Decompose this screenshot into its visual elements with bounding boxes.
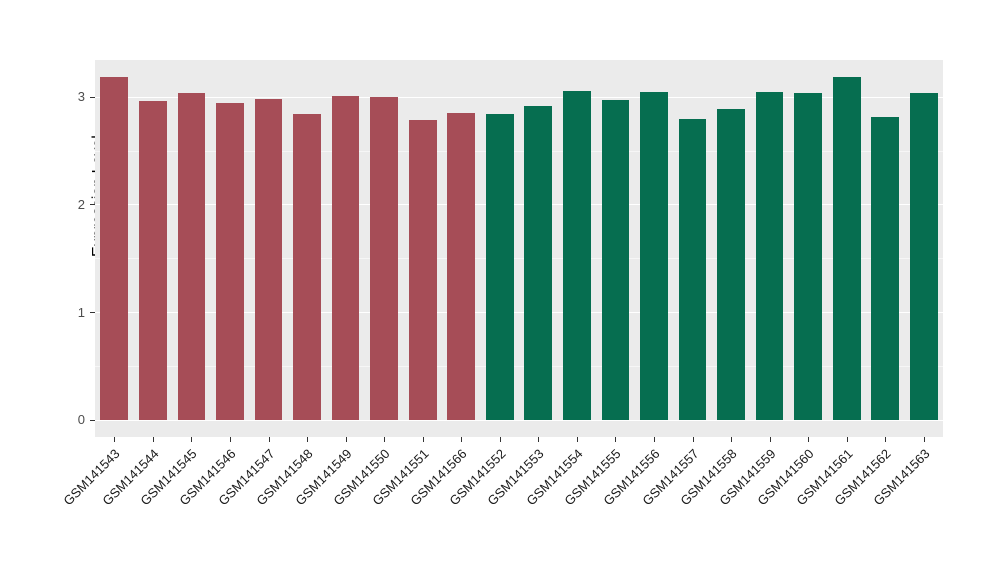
y-tick-label: 0: [77, 412, 85, 428]
bar: [293, 113, 321, 420]
x-tick-mark: [152, 437, 154, 442]
x-tick-mark: [576, 437, 578, 442]
x-tick-mark: [885, 437, 887, 442]
x-tick-mark: [846, 437, 848, 442]
x-tick-mark: [499, 437, 501, 442]
bar: [524, 106, 553, 420]
bar: [601, 99, 630, 420]
x-tick-mark: [653, 437, 655, 442]
y-tick-label: 1: [77, 304, 85, 320]
bar: [562, 91, 591, 420]
gridline-minor: [95, 365, 943, 367]
y-tick-label: 3: [77, 89, 85, 105]
x-tick-mark: [538, 437, 540, 442]
y-tick-mark: [90, 204, 95, 206]
x-tick-mark: [615, 437, 617, 442]
y-tick-mark: [90, 312, 95, 314]
x-tick-mark: [422, 437, 424, 442]
x-tick-mark: [114, 437, 116, 442]
x-tick-mark: [461, 437, 463, 442]
bar: [138, 100, 167, 420]
bar: [755, 92, 784, 420]
x-tick-mark: [769, 437, 771, 442]
bar: [909, 93, 938, 420]
bar: [100, 77, 129, 420]
bar: [408, 120, 437, 420]
gridline-minor: [95, 258, 943, 260]
gridline-major: [95, 204, 943, 206]
gridline-major: [95, 312, 943, 314]
x-tick-mark: [731, 437, 732, 442]
y-tick-mark: [90, 419, 95, 421]
x-tick-mark: [268, 437, 270, 442]
gridline-major: [95, 96, 943, 98]
bar: [370, 96, 398, 420]
x-tick-mark: [345, 437, 347, 442]
bar: [678, 119, 707, 420]
bar: [485, 113, 514, 420]
gridline-minor: [95, 150, 943, 152]
y-tick-mark: [90, 96, 95, 98]
bar: [871, 117, 900, 420]
x-tick-mark: [307, 437, 308, 442]
bar: [794, 93, 822, 420]
x-tick-mark: [808, 437, 810, 442]
x-tick-mark: [191, 437, 193, 442]
bar: [254, 98, 283, 420]
x-tick-mark: [384, 437, 386, 442]
bar: [216, 103, 244, 420]
y-tick-label: 2: [77, 196, 85, 212]
x-tick-mark: [923, 437, 925, 442]
x-tick-mark: [692, 437, 694, 442]
bar: [717, 108, 745, 420]
bar: [177, 93, 206, 420]
bar: [640, 92, 668, 420]
plot-panel: [95, 60, 943, 437]
bar: [447, 112, 476, 420]
bar: [832, 77, 861, 420]
bar: [331, 95, 360, 420]
x-tick-mark: [229, 437, 231, 442]
gridline-major: [95, 419, 943, 421]
